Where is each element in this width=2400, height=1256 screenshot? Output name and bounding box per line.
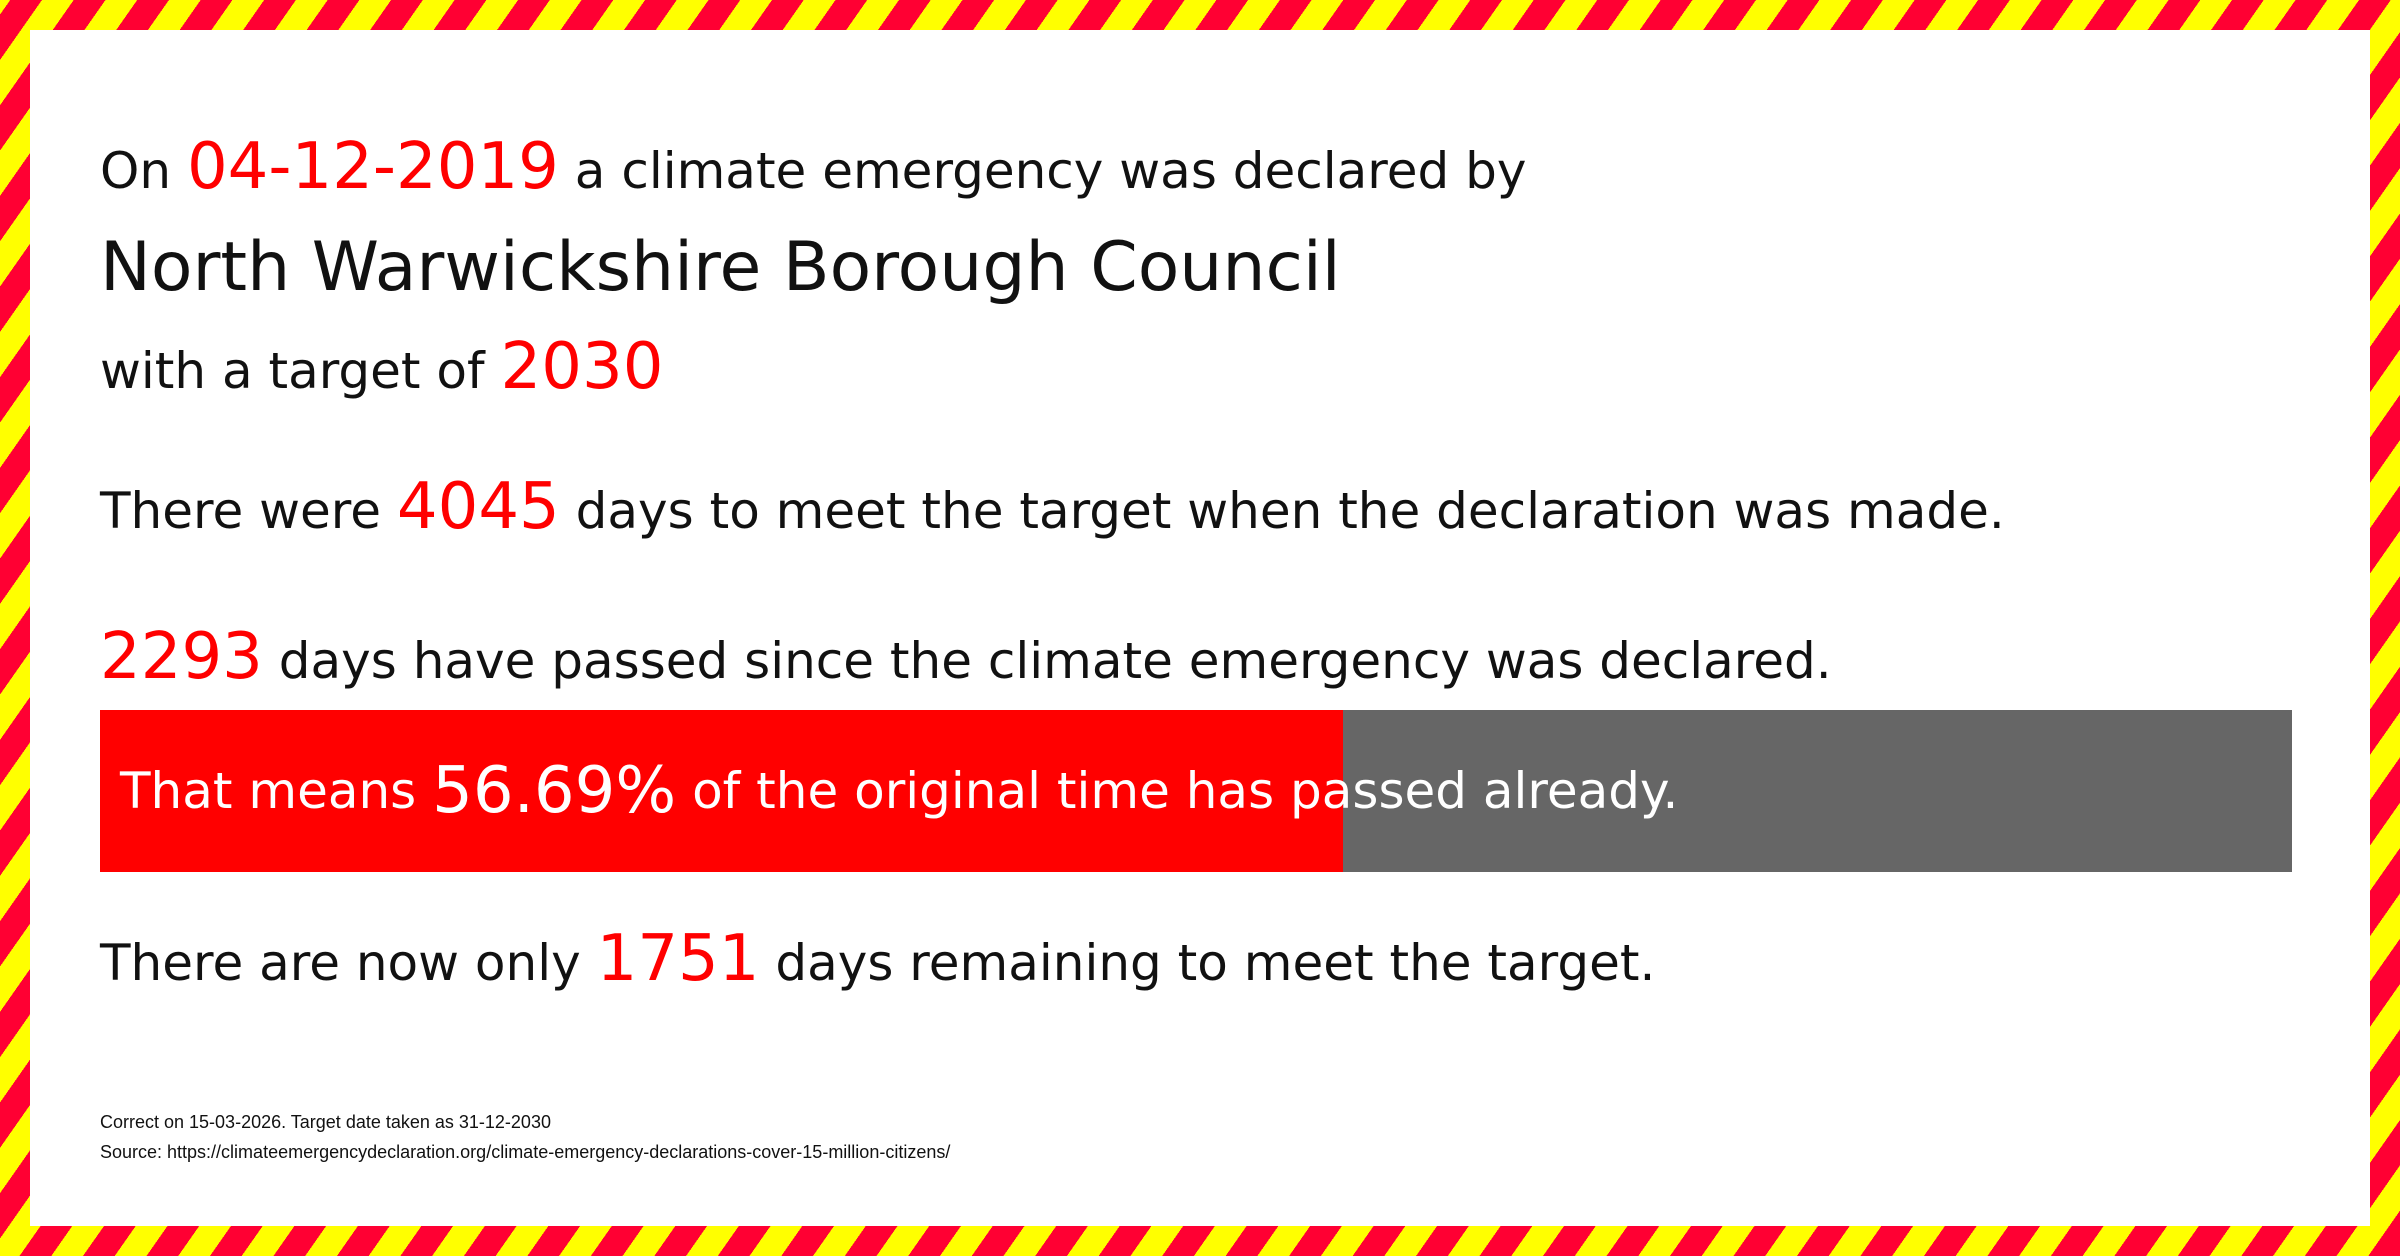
text: That means	[120, 762, 417, 820]
days-passed-value: 2293	[100, 620, 263, 694]
progress-fill	[100, 710, 1343, 872]
text: a climate emergency was declared by	[574, 142, 1527, 200]
declaration-card: On 04-12-2019 a climate emergency was de…	[30, 30, 2370, 1226]
text: On	[100, 142, 172, 200]
days-remaining-line: There are now only 1751 days remaining t…	[100, 922, 1655, 996]
text: days remaining to meet the target.	[775, 934, 1656, 992]
progress-bar: That means 56.69% of the original time h…	[100, 710, 2292, 872]
text: There are now only	[100, 934, 581, 992]
text: days have passed since the climate emerg…	[278, 632, 1832, 690]
target-year: 2030	[500, 330, 664, 404]
text: of the original time has passed already.	[692, 762, 1679, 820]
days-passed-line: 2293 days have passed since the climate …	[100, 620, 1832, 694]
days-total-value: 4045	[396, 470, 560, 544]
text: days to meet the target when the declara…	[575, 482, 2005, 540]
progress-text: That means 56.69% of the original time h…	[120, 710, 1678, 872]
declaration-date: 04-12-2019	[186, 130, 559, 204]
progress-value: 56.69%	[432, 754, 677, 828]
days-remaining-value: 1751	[596, 922, 760, 996]
footer-source: Source: https://climateemergencydeclarat…	[100, 1142, 951, 1162]
target-line: with a target of 2030	[100, 330, 663, 404]
days-total-line: There were 4045 days to meet the target …	[100, 470, 2005, 544]
council-name: North Warwickshire Borough Council	[100, 228, 1341, 307]
footer-correct-date: Correct on 15-03-2026. Target date taken…	[100, 1112, 551, 1132]
declaration-line: On 04-12-2019 a climate emergency was de…	[100, 130, 1526, 204]
text: There were	[100, 482, 381, 540]
text: with a target of	[100, 342, 485, 400]
